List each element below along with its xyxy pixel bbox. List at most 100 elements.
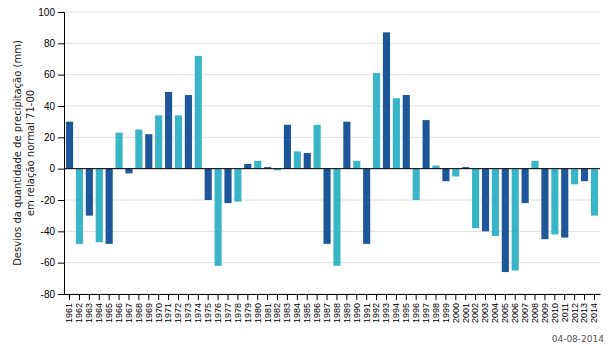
x-tick-label: 1963 — [84, 303, 94, 323]
x-tick-mark — [455, 294, 456, 300]
bar — [373, 73, 380, 169]
x-tick-mark — [327, 294, 328, 300]
y-tick-label: -20 — [41, 195, 56, 206]
x-tick: 1997 — [421, 294, 431, 323]
bar — [541, 169, 548, 240]
x-tick-mark — [475, 294, 476, 300]
bar — [254, 161, 261, 169]
x-tick-label: 2013 — [579, 303, 589, 323]
bar — [403, 95, 410, 169]
grid-line — [64, 262, 600, 263]
x-tick: 1983 — [282, 294, 292, 323]
x-tick: 2014 — [589, 294, 599, 323]
x-tick-label: 1980 — [253, 303, 263, 323]
x-tick-mark — [336, 294, 337, 300]
x-tick-label: 1994 — [391, 303, 401, 323]
grid-line — [64, 74, 600, 75]
y-tick-label: -80 — [41, 289, 56, 300]
x-tick: 1964 — [94, 294, 104, 323]
bar — [224, 169, 231, 203]
y-tick-label: 100 — [38, 7, 55, 18]
bar — [343, 122, 350, 169]
bar — [413, 169, 420, 200]
bar — [472, 169, 479, 229]
x-tick-label: 2011 — [560, 303, 570, 322]
x-tick: 1975 — [203, 294, 213, 323]
bar — [284, 125, 291, 169]
x-tick-mark — [148, 294, 149, 300]
bars — [66, 32, 598, 272]
x-tick-label: 2006 — [510, 303, 520, 323]
y-tick-label: 80 — [44, 38, 56, 49]
y-tick-label: 40 — [44, 101, 56, 112]
bar — [333, 169, 340, 266]
y-tick: 100 — [38, 7, 64, 18]
x-tick-mark — [584, 294, 585, 300]
x-tick-label: 2000 — [451, 303, 461, 323]
bar — [304, 153, 311, 169]
x-tick: 1962 — [74, 294, 84, 323]
y-tick: 0 — [49, 163, 64, 174]
x-tick-mark — [297, 294, 298, 300]
x-tick-label: 1969 — [144, 303, 154, 323]
x-tick-mark — [505, 294, 506, 300]
bar — [581, 169, 588, 182]
y-tick: 20 — [44, 132, 64, 143]
y-tick-label: 60 — [44, 69, 56, 80]
bar — [314, 125, 321, 169]
bar — [125, 169, 132, 174]
x-tick-mark — [544, 294, 545, 300]
x-tick-mark — [445, 294, 446, 300]
x-tick: 1979 — [243, 294, 253, 323]
x-tick-mark — [168, 294, 169, 300]
bar — [512, 169, 519, 271]
x-tick: 1988 — [332, 294, 342, 323]
x-tick: 2006 — [510, 294, 520, 323]
x-tick-label: 2012 — [570, 303, 580, 323]
y-tick-label: 0 — [49, 163, 55, 174]
bar — [591, 169, 598, 216]
x-tick-label: 2005 — [500, 303, 510, 323]
x-tick-label: 2001 — [461, 303, 471, 323]
y-tick-mark — [58, 75, 64, 76]
x-tick-label: 1962 — [74, 303, 84, 323]
bar — [353, 161, 360, 169]
x-tick-mark — [554, 294, 555, 300]
x-tick: 1984 — [292, 294, 302, 323]
grid — [64, 12, 600, 294]
x-tick: 1990 — [352, 294, 362, 323]
x-tick-mark — [594, 294, 595, 300]
x-tick: 1985 — [302, 294, 312, 323]
x-tick-mark — [426, 294, 427, 300]
grid-line — [64, 12, 600, 13]
x-tick-mark — [307, 294, 308, 300]
y-tick: -80 — [41, 289, 64, 300]
bar — [116, 133, 123, 169]
x-tick: 1974 — [193, 294, 203, 323]
x-tick-label: 1981 — [263, 303, 273, 323]
x-tick: 2004 — [490, 294, 500, 323]
x-tick: 2000 — [451, 294, 461, 323]
y-axis: -80-60-40-20020406080100 — [38, 7, 64, 300]
x-tick-mark — [247, 294, 248, 300]
x-tick-label: 1966 — [114, 303, 124, 323]
x-tick: 1970 — [154, 294, 164, 323]
zero-line — [64, 168, 600, 169]
bar — [452, 169, 459, 177]
x-tick: 1993 — [381, 294, 391, 323]
x-tick-mark — [228, 294, 229, 300]
x-tick-mark — [208, 294, 209, 300]
x-tick-label: 1972 — [173, 303, 183, 323]
y-tick-label: -60 — [41, 257, 56, 268]
bar — [383, 32, 390, 168]
y-tick: 60 — [44, 69, 64, 80]
y-tick: -20 — [41, 195, 64, 206]
grid-line — [64, 106, 600, 107]
x-tick: 1995 — [401, 294, 411, 323]
x-tick-label: 1985 — [302, 303, 312, 323]
x-tick: 1986 — [312, 294, 322, 323]
x-tick-mark — [356, 294, 357, 300]
x-tick-label: 1989 — [342, 303, 352, 323]
bar — [96, 169, 103, 243]
x-tick: 2010 — [550, 294, 560, 323]
